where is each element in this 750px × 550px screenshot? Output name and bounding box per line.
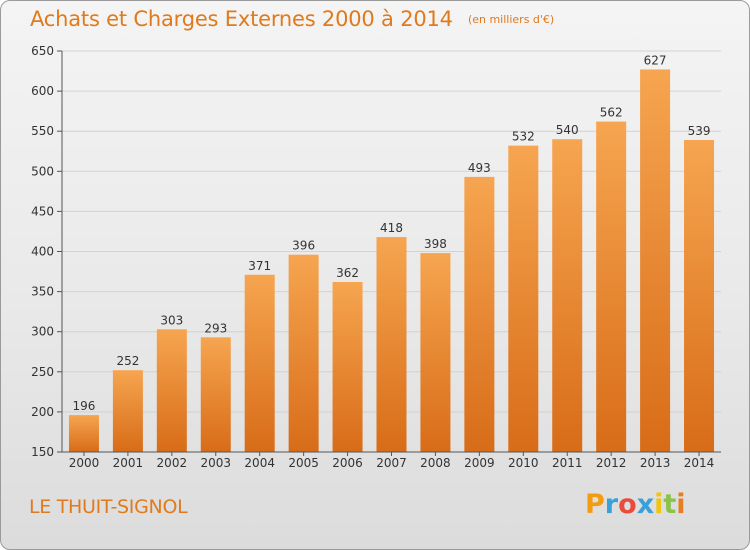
bar-2013	[640, 69, 671, 453]
data-label-2009: 493	[468, 161, 491, 175]
chart-title: Achats et Charges Externes 2000 à 2014	[30, 7, 453, 31]
y-tick-label: 600	[31, 84, 54, 98]
proxiti-logo[interactable]: Proxiti	[585, 489, 686, 520]
bar-2006	[332, 281, 363, 452]
x-tick-label-2013: 2013	[640, 456, 671, 470]
data-label-2012: 562	[600, 106, 623, 120]
bar-2012	[596, 121, 627, 453]
logo-letter: o	[618, 489, 637, 520]
logo-letter: P	[585, 489, 605, 520]
data-label-2010: 532	[512, 130, 535, 144]
data-label-2007: 418	[380, 221, 403, 235]
bar-2014	[684, 140, 715, 452]
bar-2005	[288, 254, 319, 452]
y-tick-label: 250	[31, 365, 54, 379]
logo-letter: i	[654, 489, 664, 520]
bars	[68, 69, 715, 453]
bar-2008	[420, 253, 451, 452]
bar-2004	[244, 274, 275, 452]
data-label-2004: 371	[248, 259, 271, 273]
bar-2011	[552, 139, 583, 452]
logo-letter: i	[676, 489, 686, 520]
x-tick-label-2012: 2012	[596, 456, 627, 470]
data-label-2005: 396	[292, 239, 315, 253]
commune-name: LE THUIT-SIGNOL	[29, 496, 188, 518]
data-label-2011: 540	[556, 123, 579, 137]
bar-2001	[112, 370, 143, 452]
x-tick-label-2010: 2010	[508, 456, 539, 470]
data-label-2002: 303	[160, 313, 183, 327]
logo-letter: t	[663, 489, 677, 520]
chart-subtitle: (en milliers d'€)	[467, 13, 555, 26]
x-tick-label-2004: 2004	[244, 456, 275, 470]
data-label-2003: 293	[204, 321, 227, 335]
x-tick-label-2001: 2001	[113, 456, 144, 470]
x-tick-label-2000: 2000	[69, 456, 100, 470]
bar-2000	[68, 415, 99, 452]
x-tick-label-2002: 2002	[157, 456, 188, 470]
y-tick-label: 450	[31, 204, 54, 218]
logo-letter: r	[604, 489, 619, 520]
bar-2007	[376, 237, 407, 452]
data-label-2001: 252	[116, 354, 139, 368]
bar-2009	[464, 176, 495, 452]
data-label-2000: 196	[73, 399, 96, 413]
axes	[57, 50, 721, 456]
x-tick-label-2003: 2003	[200, 456, 231, 470]
data-label-2014: 539	[688, 124, 711, 138]
x-tick-label-2006: 2006	[332, 456, 363, 470]
data-label-2008: 398	[424, 237, 447, 251]
logo-letter: x	[636, 489, 655, 520]
data-label-2013: 627	[644, 53, 667, 67]
y-tick-label: 400	[31, 245, 54, 259]
data-label-2006: 362	[336, 266, 359, 280]
y-tick-label: 650	[31, 44, 54, 58]
y-tick-label: 200	[31, 405, 54, 419]
x-tick-label-2009: 2009	[464, 456, 495, 470]
title-row: Achats et Charges Externes 2000 à 2014 (…	[30, 7, 554, 31]
x-tick-label-2014: 2014	[684, 456, 715, 470]
x-tick-label-2007: 2007	[376, 456, 407, 470]
x-tick-label-2008: 2008	[420, 456, 451, 470]
y-tick-label: 300	[31, 325, 54, 339]
labels: 150 200 250 300 350 400 450 500 550 600 650 2000 196…	[31, 44, 714, 470]
y-tick-label: 350	[31, 285, 54, 299]
bar-2002	[156, 329, 187, 452]
bar-2010	[508, 145, 539, 453]
x-tick-label-2005: 2005	[288, 456, 319, 470]
y-tick-label: 550	[31, 124, 54, 138]
bar-2003	[200, 337, 231, 452]
x-tick-label-2011: 2011	[552, 456, 583, 470]
y-tick-label: 150	[31, 445, 54, 459]
y-tick-label: 500	[31, 164, 54, 178]
